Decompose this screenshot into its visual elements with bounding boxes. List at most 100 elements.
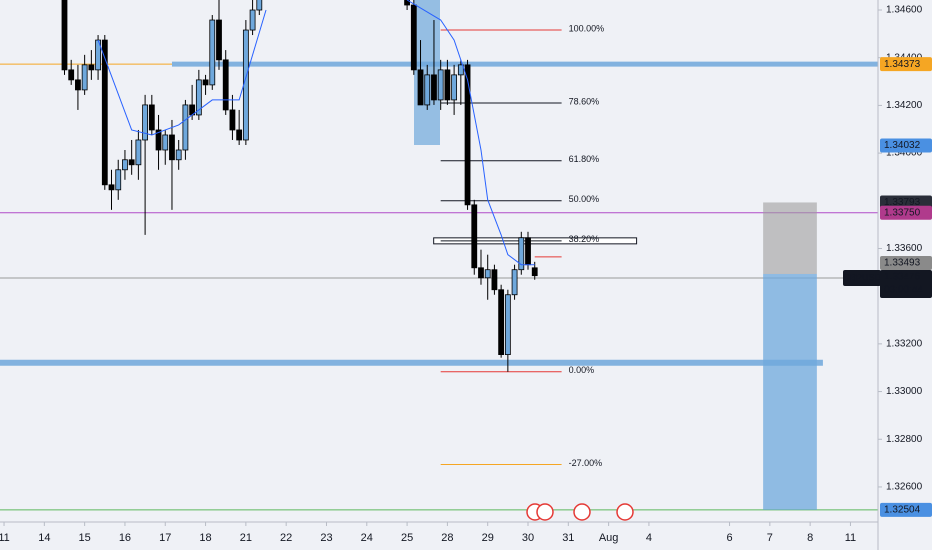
fib-label: -27.00% — [569, 458, 603, 468]
position-target — [763, 273, 817, 510]
symbol-label: GBPUSD — [843, 272, 882, 282]
price-badge-label: 1.33493 — [884, 258, 921, 269]
candle-body — [155, 129, 162, 151]
fib-label: 100.00% — [569, 23, 605, 33]
x-tick-label: 6 — [726, 532, 732, 544]
candle-body — [424, 74, 431, 106]
candle-body — [142, 104, 149, 141]
x-tick-label: 25 — [401, 532, 413, 544]
candle-body — [457, 64, 464, 76]
candle-body — [216, 19, 222, 61]
candle-body — [504, 294, 511, 355]
candle-body — [518, 237, 525, 271]
plot-area: 100.00% 78.60% 61.80% 50.00% 38.20% 0.00% -27.… — [0, 0, 878, 511]
candle-body — [115, 169, 122, 191]
candle-body — [135, 139, 142, 166]
candle-body — [209, 19, 216, 86]
price-badge — [880, 256, 932, 271]
candle-body — [162, 134, 169, 151]
x-tick-label: 31 — [562, 532, 574, 544]
candle-body — [108, 184, 115, 191]
position-stop — [763, 202, 817, 274]
fib-label: 78.60% — [569, 96, 600, 106]
candle-body — [101, 39, 108, 186]
x-tick-label: 11 — [0, 532, 10, 544]
y-tick-label: 1.34000 — [886, 148, 923, 159]
candle-body — [437, 69, 444, 101]
candle-body — [404, 0, 410, 6]
event-icons — [526, 503, 634, 521]
candle-body — [61, 0, 68, 71]
candle-body — [68, 69, 75, 81]
price-badge — [880, 57, 932, 72]
x-tick-label: 16 — [119, 532, 131, 544]
price-badge — [880, 502, 932, 517]
candle-body — [249, 9, 256, 31]
x-tick-label: 8 — [807, 532, 813, 544]
x-tick-label: 15 — [79, 532, 91, 544]
price-badge — [880, 138, 932, 153]
candle-body — [498, 289, 505, 355]
x-tick-label: 4 — [646, 532, 652, 544]
candle-body — [75, 79, 81, 91]
candle-body — [222, 59, 229, 111]
x-tick-label: 22 — [280, 532, 292, 544]
candle-body — [484, 269, 491, 279]
x-tick-label: 18 — [199, 532, 211, 544]
price-badge-label: 1.32504 — [884, 504, 921, 515]
x-tick-label: 30 — [522, 532, 534, 544]
x-tick-label: Aug — [599, 532, 619, 544]
candle-body — [229, 109, 236, 131]
candle-body — [195, 79, 202, 116]
candle-body — [431, 74, 437, 101]
candle-body — [202, 79, 209, 86]
x-tick-label: 28 — [441, 532, 453, 544]
price-badge-label: 1.33793 — [884, 197, 921, 208]
candle-body — [525, 237, 531, 266]
x-tick-label: 23 — [320, 532, 332, 544]
y-tick-label: 1.32600 — [886, 482, 923, 493]
candle-body — [88, 64, 95, 71]
x-tick-label: 7 — [767, 532, 773, 544]
fib-label: 38.20% — [569, 234, 600, 244]
x-tick-label: 29 — [482, 532, 494, 544]
candle-body — [122, 159, 128, 171]
price-badge-label: 1.33750 — [884, 207, 921, 218]
candle-body — [511, 269, 518, 296]
y-tick-label: 1.32800 — [886, 434, 923, 445]
candle-body — [236, 129, 243, 141]
current-price-label: 1.33476 — [884, 272, 921, 283]
candle-body — [256, 0, 263, 11]
candle-body — [464, 64, 471, 206]
x-tick-label: 11 — [845, 532, 856, 544]
moving-average — [97, 0, 535, 266]
current-price-badge — [880, 270, 932, 299]
fib-label: 61.80% — [569, 154, 600, 164]
symbol-badge — [843, 270, 881, 287]
event-icon[interactable] — [536, 503, 554, 521]
fib-label: 0.00% — [569, 365, 595, 375]
candle-body — [444, 69, 451, 101]
x-tick-label: 21 — [240, 532, 252, 544]
candle-body — [531, 267, 538, 277]
y-tick-label: 1.34600 — [886, 5, 923, 16]
candle-body — [471, 204, 478, 269]
y-tick-label: 1.34200 — [886, 100, 923, 111]
x-tick-label: 14 — [38, 532, 50, 544]
price-badge — [880, 205, 932, 220]
event-icon[interactable] — [616, 503, 634, 521]
y-tick-label: 1.33200 — [886, 339, 923, 350]
fib-label: 50.00% — [569, 194, 600, 204]
candle-body — [175, 149, 182, 161]
candle-body — [182, 104, 189, 151]
countdown-label: 03:00:44 — [884, 285, 923, 296]
candle-body — [81, 64, 88, 91]
candle-body — [417, 69, 424, 106]
x-tick-label: 24 — [361, 532, 373, 544]
y-tick-label: 1.33000 — [886, 386, 923, 397]
event-icon[interactable] — [573, 503, 591, 521]
candle-body — [478, 267, 484, 279]
candle-body — [410, 4, 417, 71]
candle-body — [491, 269, 498, 291]
